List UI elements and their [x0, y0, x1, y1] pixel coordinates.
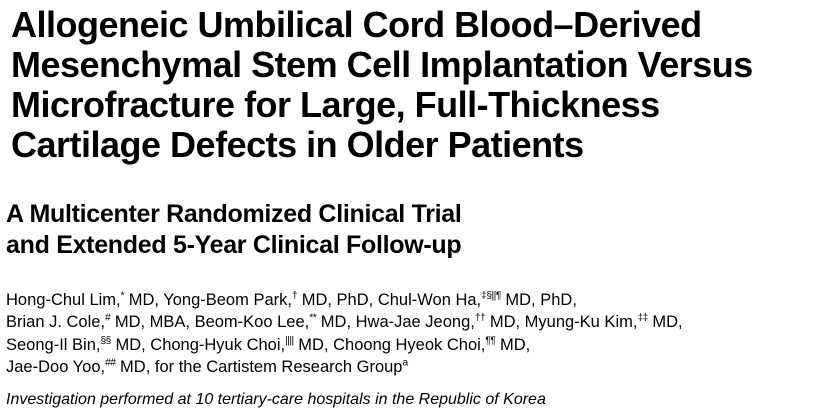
author-text: Brian J. Cole, — [6, 313, 106, 332]
affiliation-mark: ‡§||¶ — [481, 290, 501, 302]
author-line: Seong-Il Bin,§§ MD, Chong-Hyuk Choi,||||… — [6, 334, 830, 356]
affiliation-mark: a — [402, 357, 408, 369]
author-text: Jae-Doo Yoo, — [6, 357, 106, 376]
author-text: Seong-Il Bin, — [6, 335, 101, 354]
author-text: Hong-Chul Lim, — [6, 291, 121, 309]
author-text: MD, Hwa-Jae Jeong, — [316, 313, 475, 332]
affiliation-mark: † — [291, 290, 298, 302]
affiliation-mark: ## — [105, 357, 116, 369]
affiliation-mark: |||| — [285, 335, 294, 347]
author-line: Jae-Doo Yoo,## MD, for the Cartistem Res… — [6, 356, 830, 378]
affiliation-mark: ** — [309, 312, 317, 324]
affiliation-mark: ¶¶ — [485, 335, 496, 347]
author-text: MD, for the Cartistem Research Group — [115, 357, 403, 376]
author-text: MD, PhD, Chul-Won Ha, — [297, 291, 482, 309]
author-list: Hong-Chul Lim,* MD, Yong-Beom Park,† MD,… — [6, 289, 830, 378]
author-text: MD, — [647, 313, 683, 332]
author-line: Hong-Chul Lim,* MD, Yong-Beom Park,† MD,… — [6, 289, 830, 311]
author-text: MD, Myung-Ku Kim, — [485, 313, 638, 332]
investigation-note: Investigation performed at 10 tertiary-c… — [6, 391, 546, 409]
author-line: Brian J. Cole,# MD, MBA, Beom-Koo Lee,**… — [6, 311, 830, 333]
affiliation-mark: †† — [474, 312, 486, 324]
affiliation-mark: §§ — [100, 335, 111, 347]
affiliation-mark: * — [120, 290, 125, 302]
author-text: MD, PhD, — [500, 291, 577, 309]
author-text: MD, Chong-Hyuk Choi, — [110, 335, 286, 354]
author-text: MD, — [495, 335, 531, 354]
author-text: MD, Choong Hyeok Choi, — [293, 335, 486, 354]
article-subtitle: A Multicenter Randomized Clinical Trial … — [6, 200, 462, 259]
author-text: MD, MBA, Beom-Koo Lee, — [110, 313, 310, 332]
author-text: MD, Yong-Beom Park, — [124, 291, 292, 309]
article-title: Allogeneic Umbilical Cord Blood–Derived … — [11, 4, 753, 165]
affiliation-mark: ‡‡ — [637, 312, 648, 324]
affiliation-mark: # — [105, 312, 111, 324]
